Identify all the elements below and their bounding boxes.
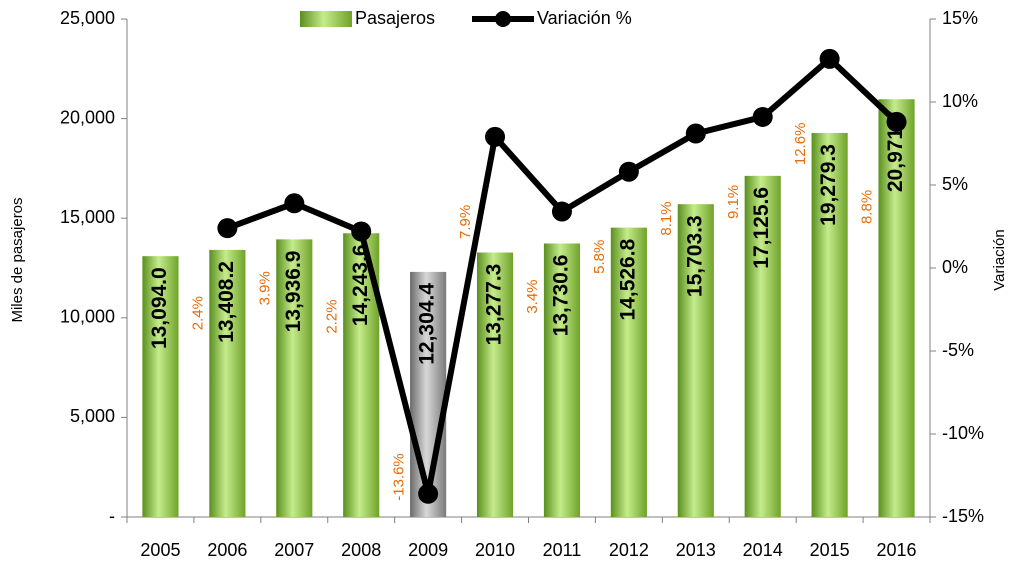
y2-tick-label: 10%: [942, 91, 978, 111]
bar: [476, 252, 514, 518]
y2-tick-label: 5%: [942, 174, 968, 194]
bar: [276, 239, 313, 517]
legend-label: Variación %: [537, 8, 632, 28]
line-point: [351, 221, 372, 242]
point-value-label: 2.4%: [190, 296, 207, 330]
legend-label: Pasajeros: [355, 8, 435, 28]
bar-value-label: 20,971.7: [884, 110, 907, 192]
x-tick-label: 2007: [274, 540, 314, 560]
x-tick-label: 2014: [743, 540, 783, 560]
bar: [142, 256, 179, 517]
bar-value-label: 13,730.6: [550, 255, 573, 337]
y2-tick-label: -5%: [942, 340, 974, 360]
point-value-label: 5.8%: [591, 240, 608, 274]
line-point: [551, 201, 572, 222]
bar-value-label: 13,094.0: [148, 267, 171, 349]
bar-value-label: 17,125.6: [750, 187, 773, 269]
bar-value-label: 13,936.9: [282, 251, 305, 333]
bar-value-label: 19,279.3: [817, 144, 840, 226]
y-tick-label: 5,000: [70, 406, 115, 426]
x-tick-label: 2015: [810, 540, 850, 560]
y2-tick-label: 15%: [942, 8, 978, 28]
bar: [543, 243, 581, 517]
bar: [677, 204, 714, 518]
y2-axis-title: Variación: [991, 229, 1008, 290]
point-value-label: 3.9%: [256, 271, 273, 305]
y-tick-label: -: [109, 506, 115, 526]
legend-swatch: [495, 11, 511, 27]
y-tick-label: 10,000: [60, 307, 115, 327]
x-tick-label: 2010: [475, 540, 515, 560]
bar-value-label: 14,526.8: [616, 238, 639, 320]
bar: [744, 175, 781, 518]
x-tick-label: 2009: [408, 540, 448, 560]
line-point: [418, 483, 439, 504]
bar: [878, 99, 915, 517]
y-tick-label: 25,000: [60, 8, 115, 28]
point-value-label: 9.1%: [725, 185, 742, 219]
point-value-label: 3.4%: [524, 279, 541, 313]
point-value-label: 8.8%: [859, 190, 876, 224]
x-tick-label: 2005: [140, 540, 180, 560]
bar-value-label: 12,304.4: [416, 283, 439, 365]
y-tick-label: 15,000: [60, 207, 115, 227]
point-value-label: 7.9%: [457, 205, 474, 239]
bar-value-label: 15,703.3: [683, 215, 706, 297]
point-value-label: -13.6%: [390, 453, 407, 501]
line-point: [485, 126, 506, 147]
x-tick-label: 2008: [341, 540, 381, 560]
x-tick-label: 2006: [207, 540, 247, 560]
x-tick-label: 2011: [543, 540, 582, 560]
x-tick-label: 2016: [877, 540, 917, 560]
bar-value-label: 13,408.2: [215, 261, 238, 343]
y-axis-title: Miles de pasajeros: [9, 197, 26, 322]
bar: [610, 227, 647, 517]
point-value-label: 2.2%: [323, 299, 340, 333]
y-tick-label: 20,000: [60, 107, 115, 127]
y2-tick-label: -15%: [942, 506, 984, 526]
line-point: [886, 111, 907, 132]
bar: [811, 132, 848, 517]
line-point: [685, 123, 706, 144]
line-point: [217, 218, 238, 239]
line-point: [618, 161, 639, 182]
y2-tick-label: 0%: [942, 257, 968, 277]
line-point: [284, 193, 305, 214]
point-value-label: 12.6%: [792, 123, 809, 166]
x-tick-label: 2013: [676, 540, 716, 560]
line-point: [752, 106, 773, 127]
y2-tick-label: -10%: [942, 423, 984, 443]
bar-value-label: 14,243.6: [349, 244, 372, 326]
legend-swatch: [300, 11, 352, 27]
point-value-label: 8.1%: [658, 201, 675, 235]
x-tick-label: 2012: [609, 540, 649, 560]
bar-value-label: 13,277.3: [483, 264, 506, 346]
line-point: [819, 48, 840, 69]
bar: [410, 271, 447, 517]
bar: [209, 249, 246, 517]
